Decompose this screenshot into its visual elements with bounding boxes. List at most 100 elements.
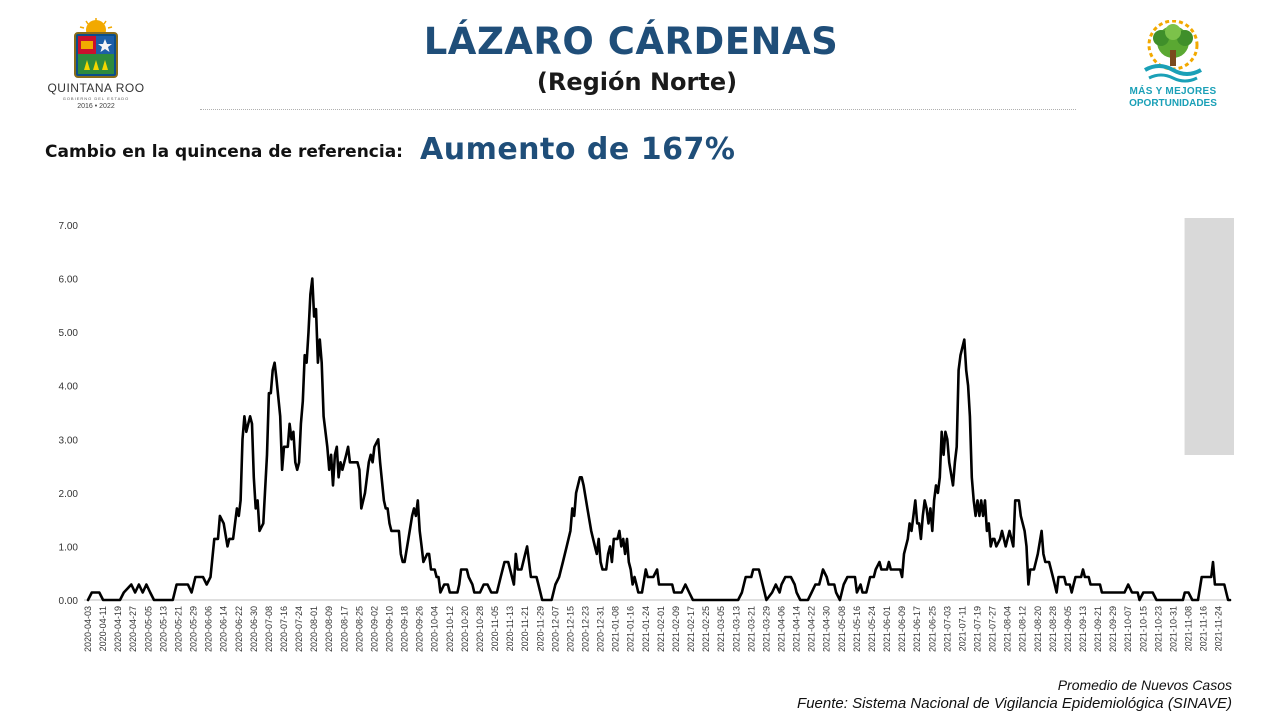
x-tick-label: 2021-06-17 [912,606,922,652]
data-source: Fuente: Sistema Nacional de Vigilancia E… [797,695,1232,712]
x-tick-label: 2020-04-03 [83,606,93,652]
x-tick-label: 2020-09-18 [400,606,410,652]
x-tick-label: 2021-09-29 [1108,606,1118,652]
x-tick-label: 2021-01-16 [626,606,636,652]
x-tick-label: 2020-07-08 [264,606,274,652]
chart-caption: Promedio de Nuevos Casos [1057,677,1232,693]
x-tick-label: 2021-01-08 [611,606,621,652]
x-tick-label: 2021-07-19 [972,606,982,652]
x-tick-label: 2021-07-27 [988,606,998,652]
quintana-roo-logo: QUINTANA ROO GOBIERNO DEL ESTADO 2016 • … [40,18,152,114]
x-tick-label: 2020-08-17 [339,606,349,652]
x-tick-label: 2021-01-24 [641,606,651,652]
x-tick-label: 2021-10-15 [1138,606,1148,652]
x-tick-label: 2021-07-11 [957,606,967,651]
highlight-band [1184,218,1234,455]
x-tick-label: 2021-07-03 [942,606,952,652]
x-tick-label: 2020-11-29 [535,606,545,651]
x-tick-label: 2020-09-02 [369,606,379,652]
x-tick-label: 2021-05-16 [852,606,862,652]
x-tick-label: 2021-09-13 [1078,606,1088,652]
x-tick-label: 2021-03-05 [716,606,726,652]
state-name: QUINTANA ROO [47,81,145,95]
x-tick-label: 2021-09-21 [1093,606,1103,652]
header-divider [200,109,1076,110]
x-tick-label: 2021-04-22 [807,606,817,652]
x-tick-label: 2021-04-14 [792,606,802,652]
x-tick-label: 2021-08-28 [1048,606,1058,652]
x-tick-label: 2020-05-13 [158,606,168,652]
x-tick-label: 2021-11-08 [1184,606,1194,651]
y-tick-label: 3.00 [59,435,79,446]
x-tick-label: 2021-06-09 [897,606,907,652]
y-tick-label: 4.00 [59,382,79,393]
x-tick-label: 2020-05-29 [189,606,199,652]
x-tick-label: 2020-10-04 [430,606,440,652]
x-tick-label: 2021-11-24 [1214,606,1224,651]
y-tick-label: 2.00 [59,489,79,500]
x-tick-label: 2020-11-05 [490,606,500,651]
x-tick-label: 2020-08-01 [309,606,319,652]
y-tick-label: 7.00 [59,221,79,232]
x-tick-label: 2020-05-21 [173,606,183,652]
x-tick-label: 2020-08-09 [324,606,334,652]
x-tick-label: 2021-03-29 [761,606,771,652]
page-subtitle: (Región Norte) [536,68,738,96]
x-tick-label: 2020-06-30 [249,606,259,652]
x-tick-label: 2021-09-05 [1063,606,1073,652]
x-tick-label: 2021-02-09 [671,606,681,652]
x-tick-label: 2021-10-07 [1123,606,1133,652]
x-tick-label: 2020-11-21 [520,606,530,651]
x-tick-label: 2020-04-27 [128,606,138,652]
x-tick-label: 2020-06-22 [234,606,244,652]
oportunidades-logo: MÁS Y MEJORES OPORTUNIDADES [1118,20,1228,116]
reference-label: Cambio en la quincena de referencia: [45,142,403,162]
x-tick-label: 2020-10-20 [460,606,470,652]
x-tick-label: 2021-05-08 [837,606,847,652]
x-tick-label: 2021-10-31 [1168,606,1178,652]
tree-icon [1144,20,1202,83]
x-tick-label: 2020-07-16 [279,606,289,652]
y-tick-label: 1.00 [59,542,79,553]
x-tick-label: 2020-09-10 [385,606,395,652]
x-tick-label: 2020-10-12 [445,606,455,652]
x-tick-label: 2020-06-06 [204,606,214,652]
x-tick-label: 2020-12-23 [581,606,591,652]
x-tick-label: 2021-02-17 [686,606,696,652]
x-tick-label: 2021-06-25 [927,606,937,652]
logo-line-2: OPORTUNIDADES [1129,98,1217,109]
logo-line-1: MÁS Y MEJORES [1129,86,1217,97]
state-crest-icon [74,18,118,78]
page-title: LÁZARO CÁRDENAS [423,20,839,63]
x-tick-label: 2021-08-20 [1033,606,1043,652]
x-tick-label: 2020-04-19 [113,606,123,652]
x-tick-label: 2021-06-01 [882,606,892,652]
x-tick-label: 2021-08-04 [1003,606,1013,652]
x-tick-label: 2020-07-24 [294,606,304,652]
term-years: 2016 • 2022 [77,103,115,110]
y-tick-label: 5.00 [59,328,79,339]
x-tick-label: 2021-10-23 [1153,606,1163,652]
x-tick-label: 2020-09-26 [415,606,425,652]
x-tick-label: 2021-03-13 [731,606,741,652]
x-tick-label: 2021-11-16 [1199,606,1209,651]
x-tick-label: 2021-05-24 [867,606,877,652]
x-tick-label: 2021-02-25 [701,606,711,652]
x-tick-label: 2020-11-13 [505,606,515,651]
x-tick-label: 2020-12-07 [550,606,560,652]
reference-value: Aumento de 167% [420,132,736,167]
x-tick-label: 2020-12-15 [565,606,575,652]
x-tick-label: 2021-08-12 [1018,606,1028,652]
y-tick-label: 0.00 [59,596,79,607]
x-tick-label: 2021-04-30 [822,606,832,652]
x-tick-label: 2021-04-06 [776,606,786,652]
x-tick-label: 2020-05-05 [143,606,153,652]
x-tick-label: 2020-10-28 [475,606,485,652]
x-tick-label: 2020-04-11 [98,606,108,651]
government-label: GOBIERNO DEL ESTADO [62,96,130,101]
y-tick-label: 6.00 [59,275,79,286]
x-tick-label: 2021-03-21 [746,606,756,652]
x-tick-label: 2020-12-31 [596,606,606,652]
x-tick-label: 2020-06-14 [219,606,229,652]
